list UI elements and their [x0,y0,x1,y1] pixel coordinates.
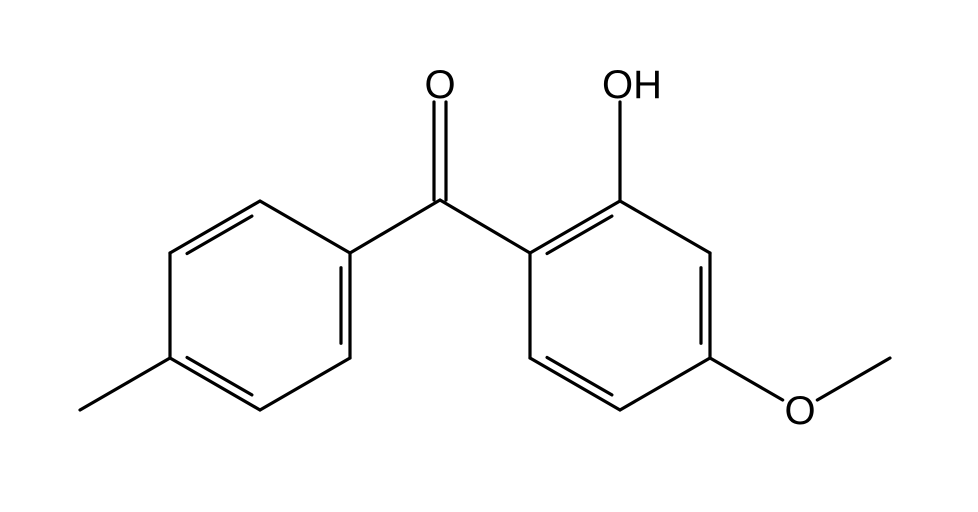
atom-label-O_keto: O [424,63,455,107]
atom-label-O_ether: O [784,389,815,433]
molecule-diagram: O OH O [0,0,978,512]
bonds-layer [80,102,890,410]
atom-label-OH: OH [602,63,662,107]
